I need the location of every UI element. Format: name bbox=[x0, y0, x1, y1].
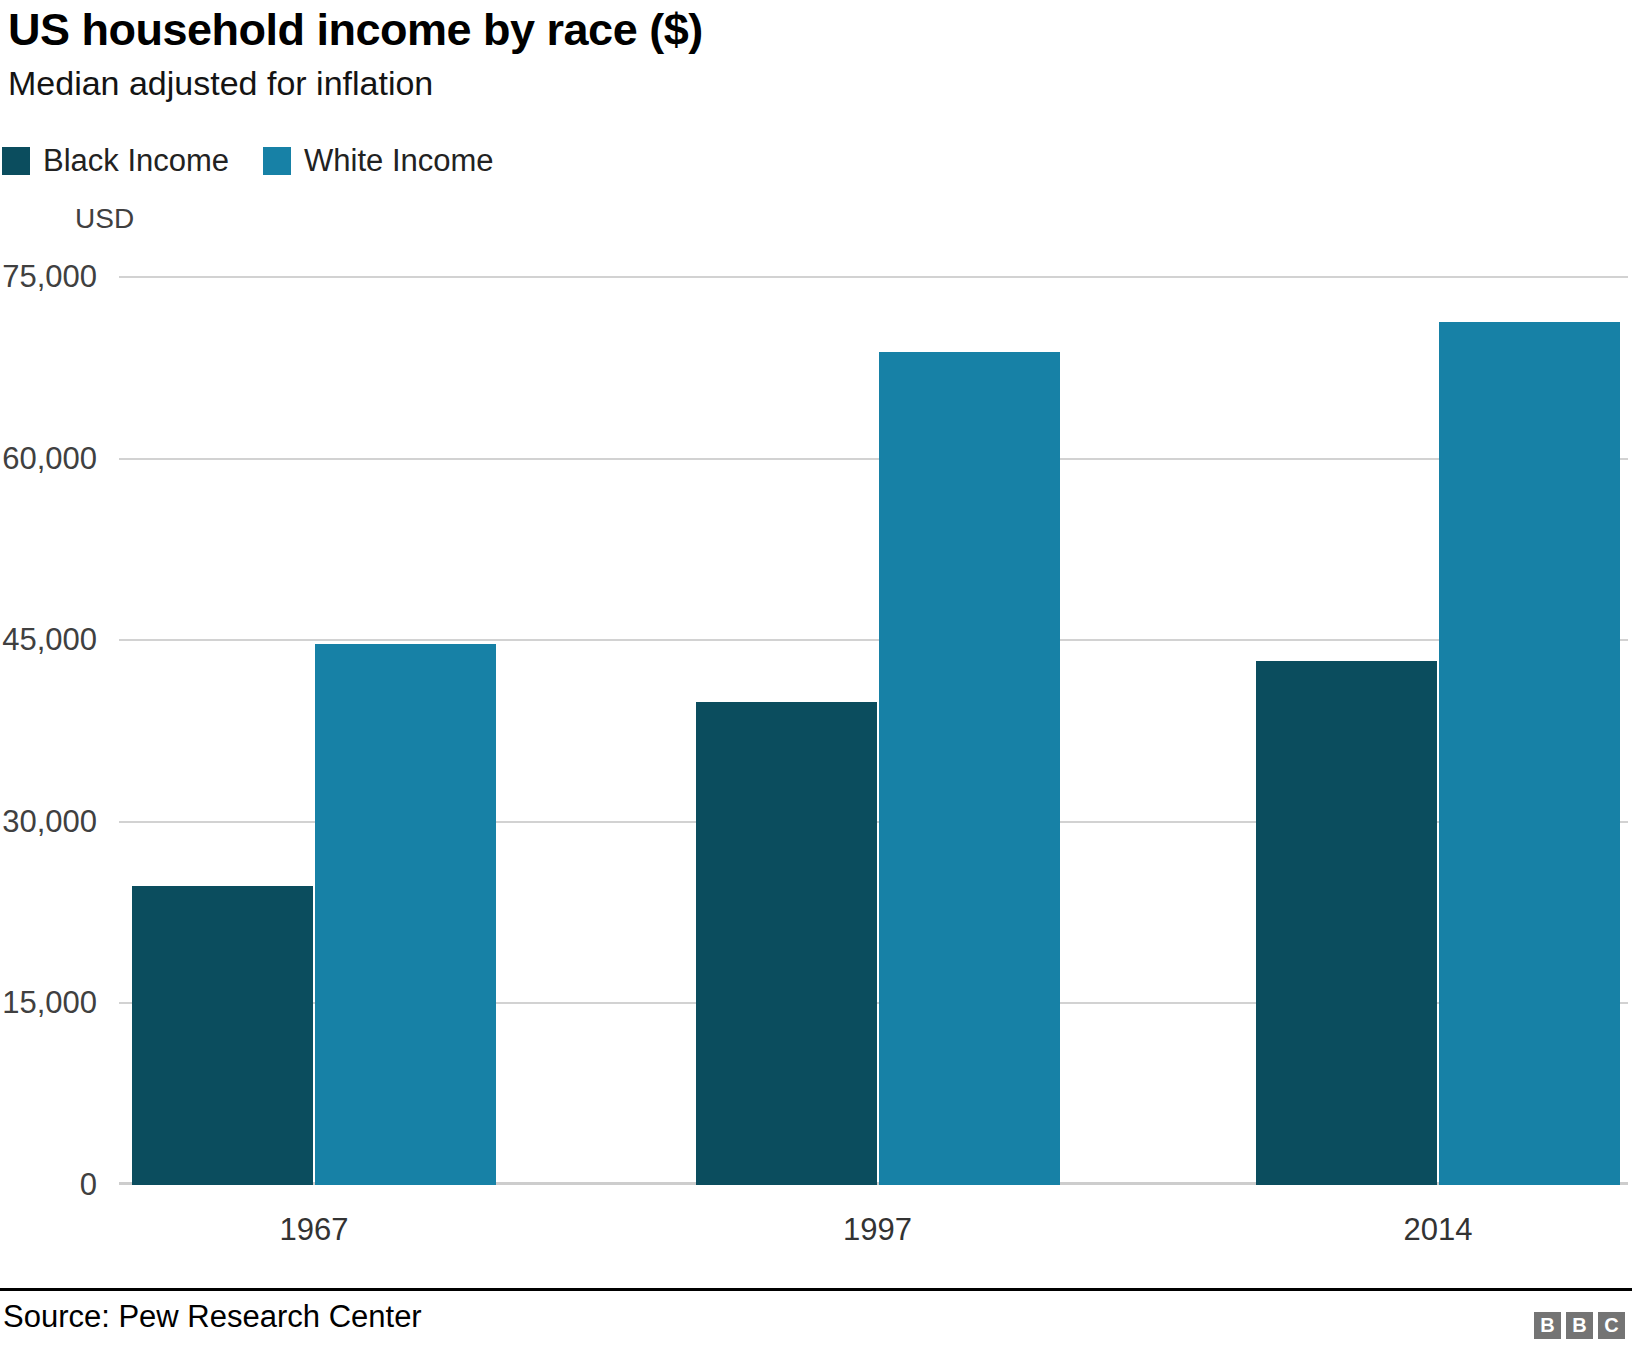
y-tick-label: 75,000 bbox=[0, 260, 97, 294]
bbc-logo-block: B bbox=[1566, 1312, 1593, 1339]
bar-white-income-1997 bbox=[879, 352, 1060, 1185]
y-tick-label: 30,000 bbox=[0, 805, 97, 839]
legend-swatch-icon bbox=[263, 147, 291, 175]
legend-label: Black Income bbox=[43, 143, 229, 179]
bar-black-income-1967 bbox=[132, 886, 313, 1185]
y-tick-label: 45,000 bbox=[0, 623, 97, 657]
y-tick-label: 15,000 bbox=[0, 986, 97, 1020]
gridline bbox=[119, 458, 1628, 460]
bar-white-income-1967 bbox=[315, 644, 496, 1185]
gridline bbox=[119, 276, 1628, 278]
y-tick-label: 60,000 bbox=[0, 442, 97, 476]
gridline bbox=[119, 639, 1628, 641]
chart-subtitle: Median adjusted for inflation bbox=[8, 64, 433, 103]
legend-item-black-income: Black Income bbox=[2, 143, 229, 179]
chart-canvas: US household income by race ($) Median a… bbox=[0, 0, 1632, 1350]
legend-item-white-income: White Income bbox=[263, 143, 494, 179]
chart-title: US household income by race ($) bbox=[8, 4, 703, 56]
legend-swatch-icon bbox=[2, 147, 30, 175]
x-tick-label-1997: 1997 bbox=[843, 1212, 912, 1248]
x-tick-label-2014: 2014 bbox=[1404, 1212, 1473, 1248]
legend: Black Income White Income bbox=[2, 143, 528, 179]
legend-label: White Income bbox=[304, 143, 494, 179]
bar-black-income-1997 bbox=[696, 702, 877, 1185]
y-axis-unit-label: USD bbox=[75, 203, 134, 235]
bar-black-income-2014 bbox=[1256, 661, 1437, 1185]
y-tick-label: 0 bbox=[0, 1168, 97, 1202]
source-attribution: Source: Pew Research Center bbox=[3, 1299, 422, 1335]
plot-area bbox=[119, 277, 1628, 1185]
footer-divider bbox=[0, 1288, 1632, 1291]
bbc-logo: B B C bbox=[1529, 1312, 1625, 1339]
bbc-logo-block: C bbox=[1598, 1312, 1625, 1339]
x-tick-label-1967: 1967 bbox=[280, 1212, 349, 1248]
bar-white-income-2014 bbox=[1439, 322, 1620, 1185]
bbc-logo-block: B bbox=[1534, 1312, 1561, 1339]
